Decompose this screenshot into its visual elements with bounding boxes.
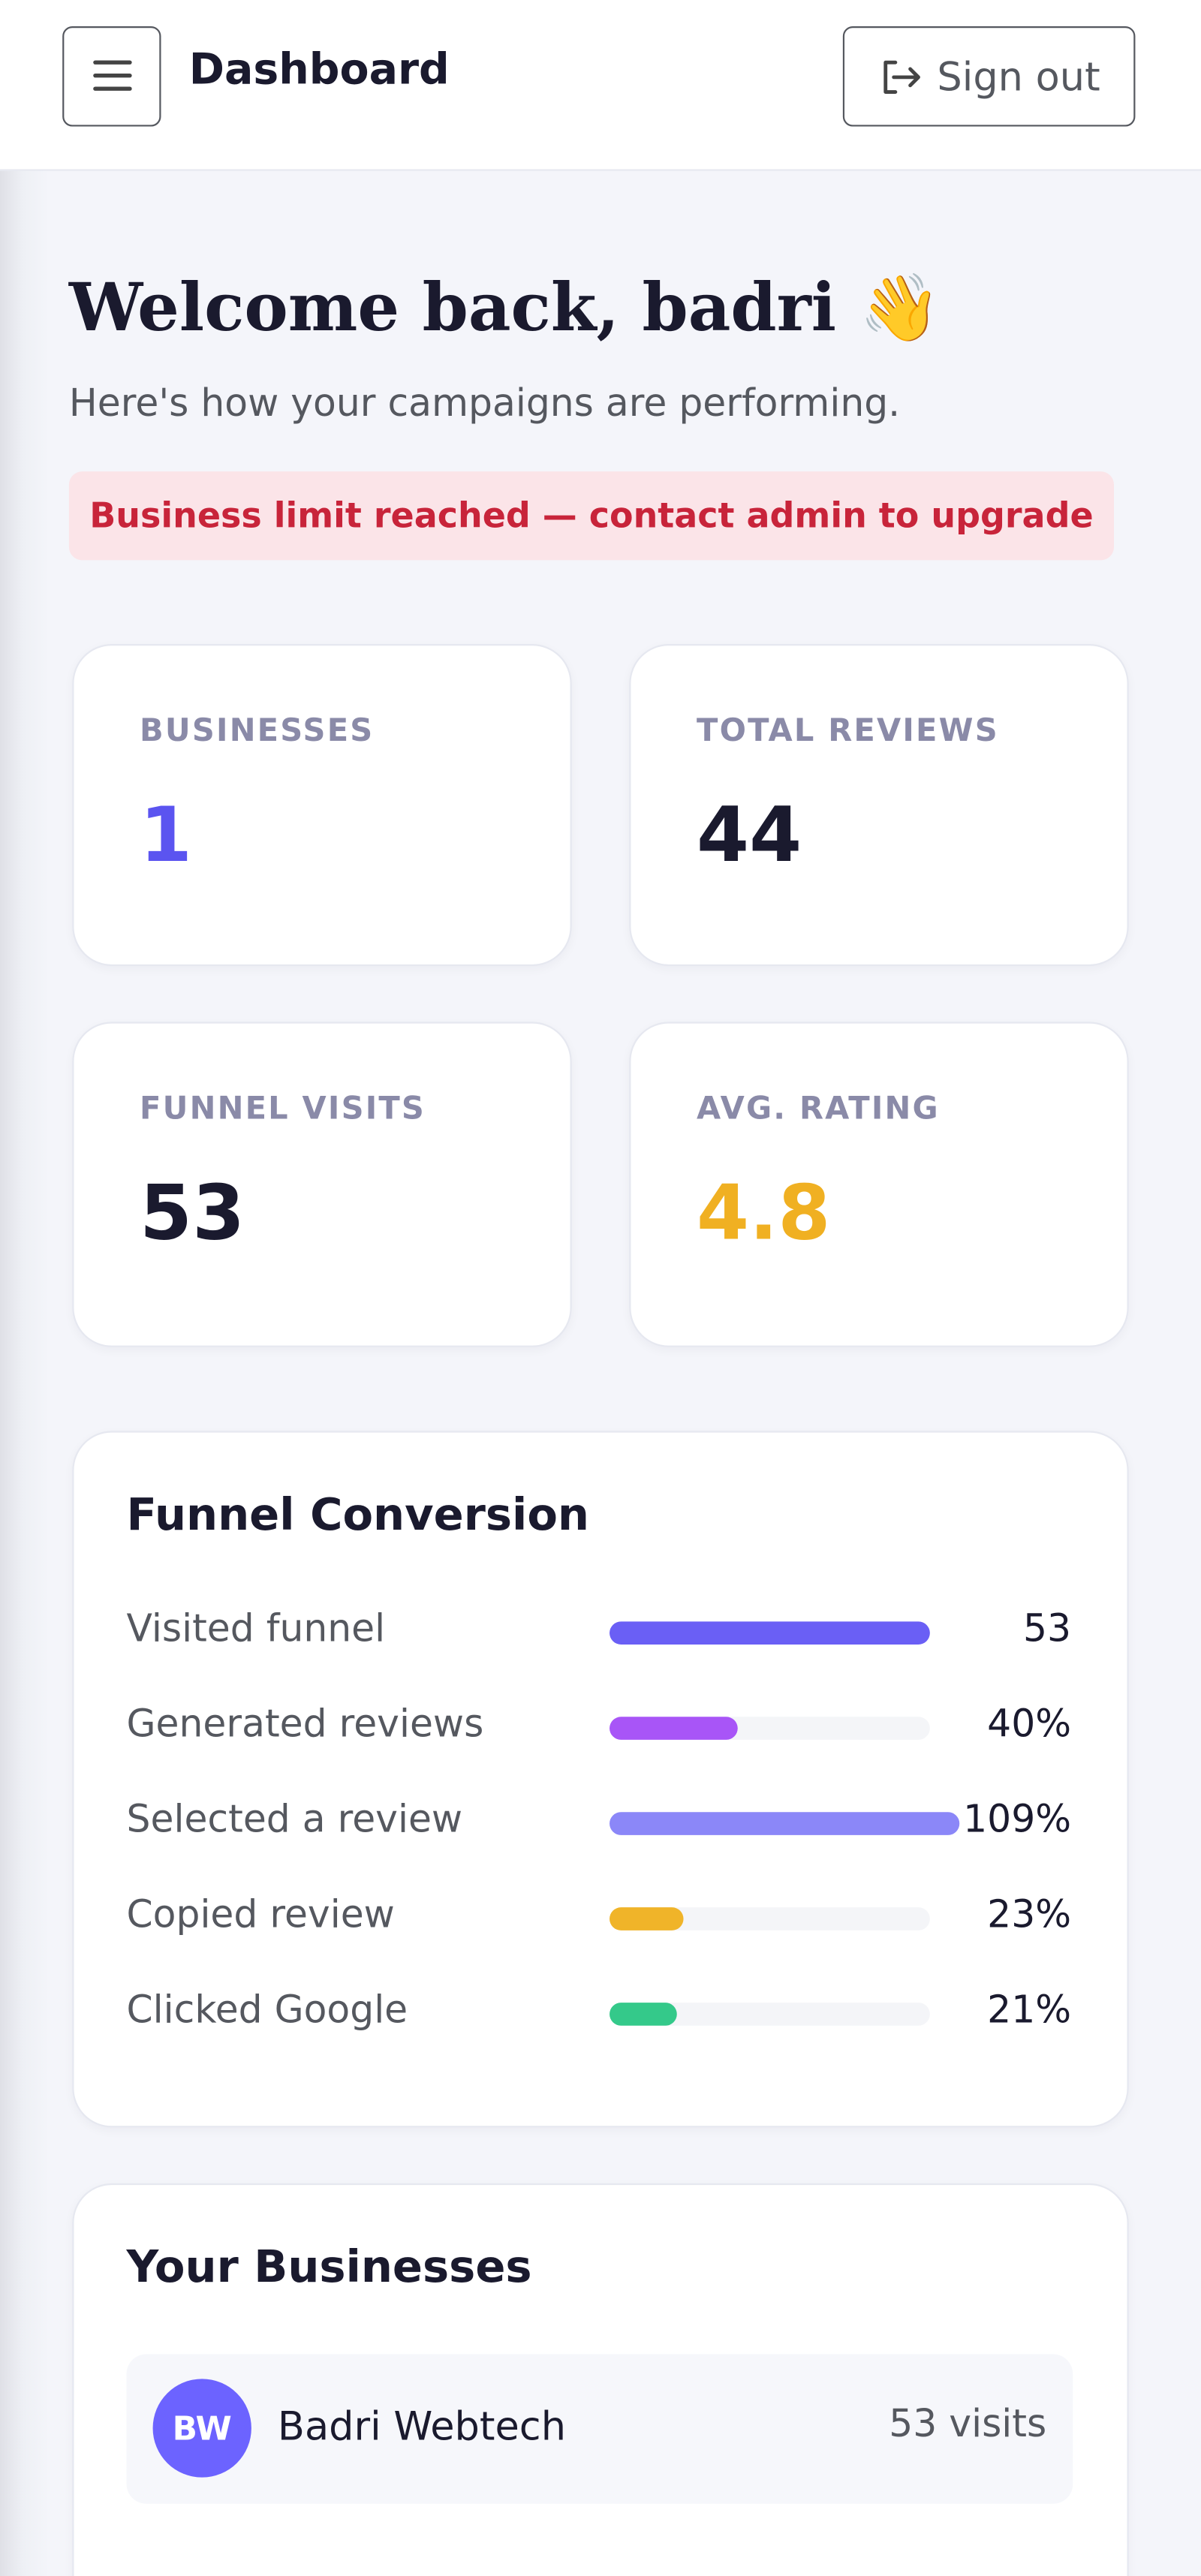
menu-icon	[93, 60, 132, 91]
stat-card: BUSINESSES 1	[72, 644, 572, 967]
stat-label: BUSINESSES	[140, 712, 375, 750]
business-visits: 53 visits	[889, 2403, 1047, 2447]
businesses-title: Your Businesses	[126, 2242, 532, 2294]
funnel-value: 109%	[963, 1798, 1072, 1842]
welcome-subtitle: Here's how your campaigns are performing…	[68, 382, 901, 426]
page-title: Dashboard	[188, 46, 450, 95]
funnel-label: Selected a review	[126, 1798, 463, 1842]
stat-value: 1	[140, 790, 193, 879]
stat-label: AVG. RATING	[697, 1091, 940, 1127]
sign-out-icon	[884, 59, 921, 93]
alert: Business limit reached — contact admin t…	[68, 471, 1114, 561]
stat-label: FUNNEL VISITS	[140, 1091, 426, 1127]
funnel-value: 53	[1022, 1608, 1072, 1651]
funnel-bar	[610, 1717, 738, 1740]
funnel-card: Funnel Conversion Visited funnel 53 Genera…	[72, 1431, 1129, 2128]
stat-value: 44	[697, 790, 802, 879]
stat-card: FUNNEL VISITS 53	[72, 1022, 572, 1347]
funnel-bar	[610, 1621, 930, 1645]
funnel-value: 21%	[987, 1989, 1072, 2033]
funnel-label: Generated reviews	[126, 1703, 484, 1747]
sign-out-button[interactable]: Sign out	[842, 26, 1136, 127]
funnel-bar	[610, 2003, 677, 2026]
sign-out-label: Sign out	[937, 53, 1100, 100]
funnel-label: Copied review	[126, 1894, 395, 1937]
stat-label: TOTAL REVIEWS	[697, 712, 999, 750]
business-name: Badri Webtech	[277, 2403, 567, 2450]
business-item[interactable]: BW Badri Webtech 53 visits	[126, 2354, 1073, 2504]
stat-value: 4.8	[697, 1168, 831, 1257]
funnel-value: 23%	[987, 1894, 1072, 1937]
alert-text: Business limit reached — contact admin t…	[89, 496, 1094, 536]
business-avatar: BW	[152, 2379, 251, 2478]
stat-value: 53	[140, 1168, 245, 1257]
top-bar: Dashboard Sign out	[0, 0, 1201, 171]
funnel-bar	[610, 1812, 959, 1835]
funnel-bar	[610, 1907, 684, 1930]
stat-card: AVG. RATING 4.8	[629, 1022, 1129, 1347]
stat-card: TOTAL REVIEWS 44	[629, 644, 1129, 967]
menu-button[interactable]	[62, 26, 161, 127]
funnel-title: Funnel Conversion	[126, 1490, 590, 1542]
funnel-value: 40%	[987, 1703, 1072, 1747]
funnel-label: Clicked Google	[126, 1989, 408, 2033]
welcome-title: Welcome back, badri 👋	[68, 269, 941, 347]
businesses-card: Your Businesses BW Badri Webtech 53 visits	[72, 2183, 1129, 2576]
funnel-label: Visited funnel	[126, 1608, 386, 1651]
